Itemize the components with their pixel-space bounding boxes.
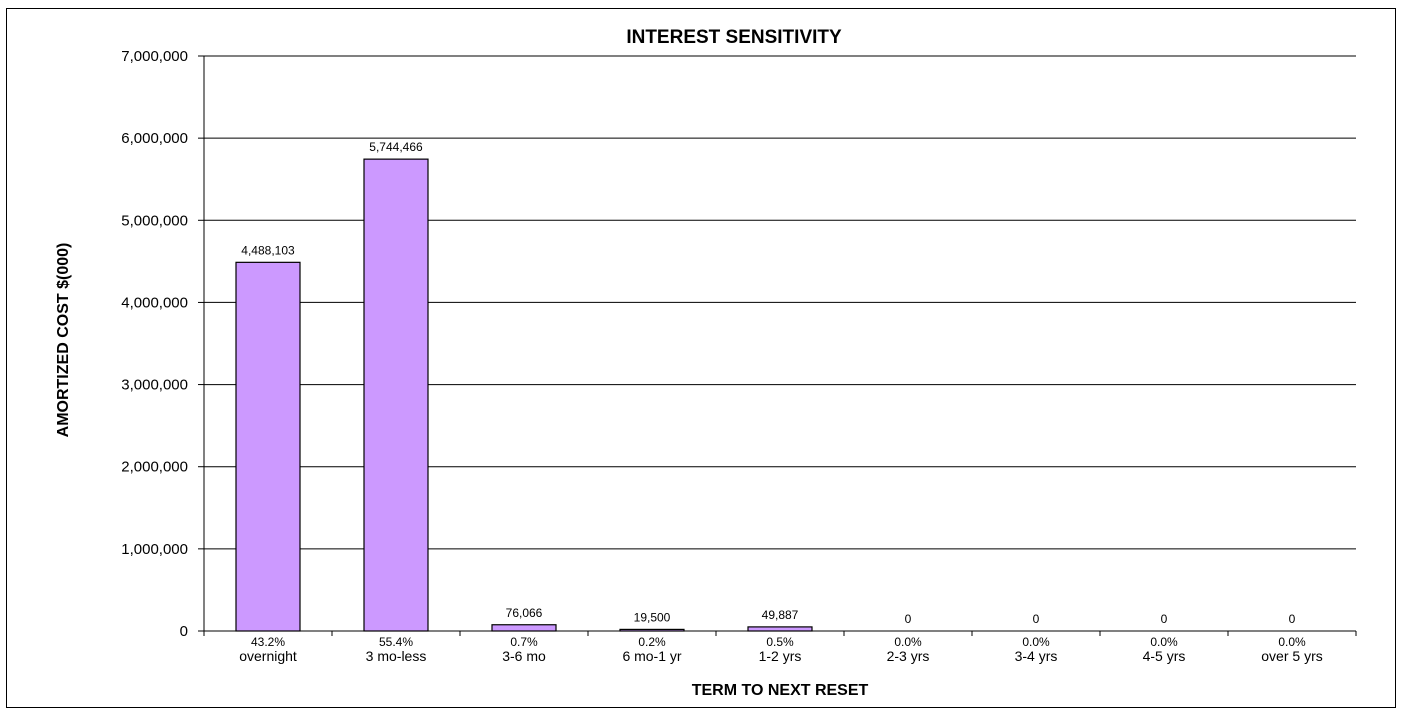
x-tick-label: 3-4 yrs xyxy=(1015,648,1058,664)
x-tick-label: over 5 yrs xyxy=(1261,648,1322,664)
percent-label: 0.0% xyxy=(894,635,922,649)
data-label: 76,066 xyxy=(506,606,543,620)
data-label: 0 xyxy=(905,612,912,626)
percent-label: 0.0% xyxy=(1022,635,1050,649)
y-tick-label: 4,000,000 xyxy=(121,294,188,311)
data-label: 0 xyxy=(1033,612,1040,626)
x-tick-label: overnight xyxy=(239,648,297,664)
data-label: 0 xyxy=(1161,612,1168,626)
y-tick-label: 2,000,000 xyxy=(121,459,188,476)
percent-label: 0.5% xyxy=(766,635,794,649)
y-tick-label: 3,000,000 xyxy=(121,377,188,394)
x-tick-label: 1-2 yrs xyxy=(759,648,802,664)
x-axis-title: TERM TO NEXT RESET xyxy=(692,682,869,699)
bar xyxy=(747,626,813,632)
percent-label: 55.4% xyxy=(379,635,413,649)
y-tick-label: 6,000,000 xyxy=(121,130,188,147)
data-label: 4,488,103 xyxy=(241,243,295,257)
data-label: 5,744,466 xyxy=(369,140,423,154)
percent-label: 43.2% xyxy=(251,635,285,649)
chart-title: INTEREST SENSITIVITY xyxy=(626,27,842,48)
y-tick-label: 1,000,000 xyxy=(121,541,188,558)
x-tick-label: 4-5 yrs xyxy=(1143,648,1186,664)
x-tick-label: 3-6 mo xyxy=(502,648,546,664)
bar xyxy=(363,158,429,632)
x-tick-label: 2-3 yrs xyxy=(887,648,930,664)
y-tick-label: 7,000,000 xyxy=(121,48,188,65)
x-tick-label: 6 mo-1 yr xyxy=(622,648,681,664)
data-label: 49,887 xyxy=(762,608,799,622)
percent-label: 0.0% xyxy=(1278,635,1306,649)
bar xyxy=(491,624,557,632)
y-tick-label: 5,000,000 xyxy=(121,212,188,229)
bar xyxy=(235,261,301,632)
percent-label: 0.0% xyxy=(1150,635,1178,649)
data-label: 0 xyxy=(1289,612,1296,626)
percent-label: 0.7% xyxy=(510,635,538,649)
y-axis-title: AMORTIZED COST $(000) xyxy=(55,243,72,438)
y-tick-label: 0 xyxy=(180,623,188,640)
x-tick-label: 3 mo-less xyxy=(366,648,427,664)
percent-label: 0.2% xyxy=(638,635,666,649)
data-label: 19,500 xyxy=(634,610,671,624)
